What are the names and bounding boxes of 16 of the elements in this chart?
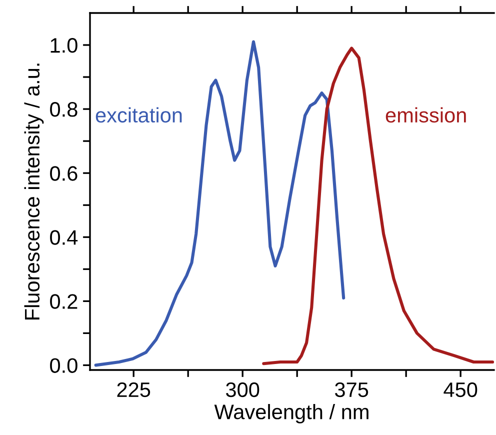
line-series [262,46,494,366]
series-label: excitation [96,107,182,123]
x-tick-label: 450 [444,382,478,398]
y-tick-label: 1.0 [50,38,78,53]
y-tick-label: 0.8 [50,102,78,117]
line-series [94,40,346,367]
y-tick-label: 0.2 [50,294,78,309]
x-axis-title: Wavelength / nm [214,404,368,424]
y-tick-label: 0.0 [50,358,78,373]
x-tick-label: 300 [226,382,260,398]
y-tick-label: 0.4 [50,230,78,245]
x-tick-label: 225 [117,382,150,398]
y-tick-label: 0.6 [50,166,78,181]
series-label: emission [386,107,466,123]
y-axis-title: Fluorescence intensity / a.u. [24,64,44,320]
x-tick-label: 375 [335,382,368,398]
